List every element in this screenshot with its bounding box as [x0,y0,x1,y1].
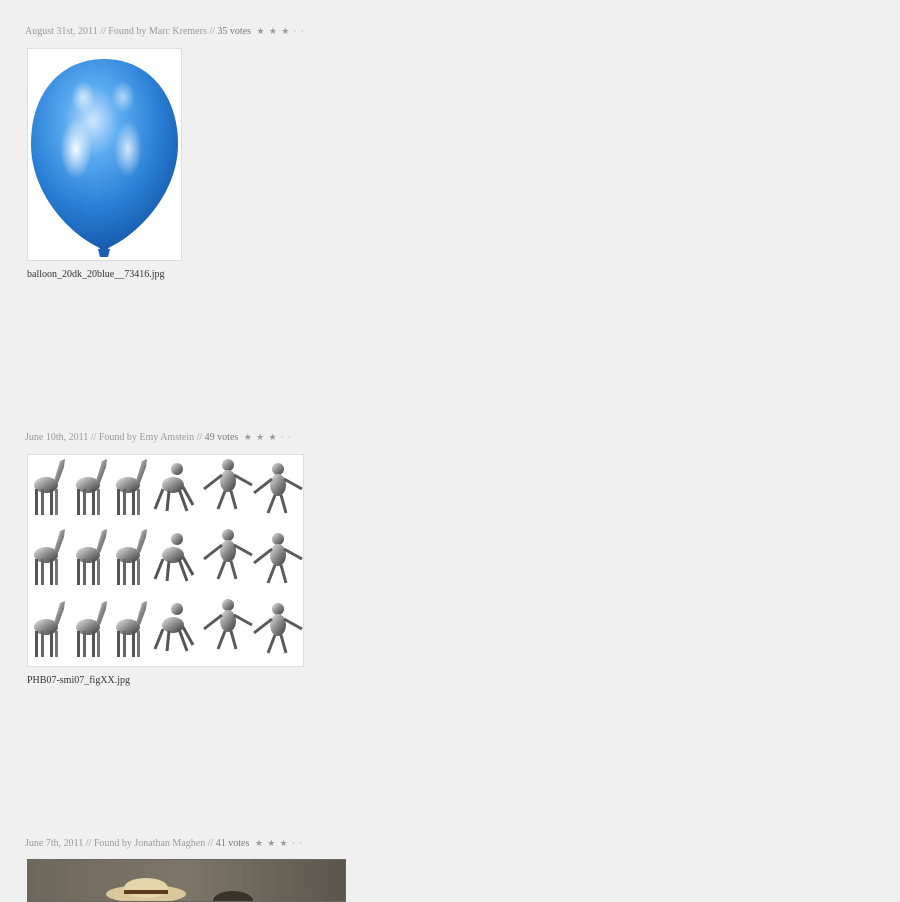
dot-icon[interactable]: · [291,838,296,848]
post-meta: August 31st, 2011 // Found by Marc Kreme… [25,24,305,39]
dot-icon[interactable]: · [280,432,285,442]
post-meta: June 7th, 2011 // Found by Jonathan Magh… [25,836,303,851]
star-icon[interactable]: ★ [243,432,253,442]
post-3: June 7th, 2011 // Found by Jonathan Magh… [25,836,346,902]
vote-count: 41 votes [215,838,250,849]
post-image[interactable] [27,48,182,261]
meta-separator: // [196,432,203,443]
post-image[interactable] [27,859,346,902]
post-found-by[interactable]: Found by Marc Kremers [108,26,207,37]
vote-count: 49 votes [204,432,239,443]
star-rating: ★ ★ ★ · · [257,26,305,36]
dot-icon[interactable]: · [288,432,293,442]
star-rating: ★ ★ ★ · · [255,838,303,848]
star-rating: ★ ★ ★ · · [244,432,292,442]
meta-separator: // [90,432,97,443]
post-2: June 10th, 2011 // Found by Emy Amstein … [25,430,304,686]
star-icon[interactable]: ★ [279,838,289,848]
post-date[interactable]: June 7th, 2011 [25,838,84,849]
post-found-by[interactable]: Found by Emy Amstein [98,432,195,443]
star-icon[interactable]: ★ [281,26,291,36]
meta-separator: // [209,26,215,37]
post-image[interactable] [27,454,304,667]
image-filename[interactable]: balloon_20dk_20blue__73416.jpg [27,269,165,280]
meta-separator: // [85,838,92,849]
image-filename[interactable]: PHB07-smi07_figXX.jpg [27,675,131,686]
horse-morph-grid-image [34,457,303,657]
star-icon[interactable]: ★ [256,26,266,36]
star-icon[interactable]: ★ [268,432,278,442]
post-date[interactable]: June 10th, 2011 [25,432,89,443]
post-meta: June 10th, 2011 // Found by Emy Amstein … [25,430,292,445]
post-date[interactable]: August 31st, 2011 [25,26,98,37]
meta-separator: // [100,26,106,37]
painting-image [28,860,345,901]
blue-balloon-image [31,59,178,257]
vote-count: 35 votes [217,26,252,37]
star-icon[interactable]: ★ [256,432,266,442]
star-icon[interactable]: ★ [268,26,278,36]
star-icon[interactable]: ★ [254,838,264,848]
post-1: August 31st, 2011 // Found by Marc Kreme… [25,24,305,280]
dot-icon[interactable]: · [293,26,298,36]
post-found-by[interactable]: Found by Jonathan Maghen [93,838,206,849]
dot-icon[interactable]: · [300,26,305,36]
star-icon[interactable]: ★ [267,838,277,848]
meta-separator: // [207,838,214,849]
dot-icon[interactable]: · [299,838,304,848]
